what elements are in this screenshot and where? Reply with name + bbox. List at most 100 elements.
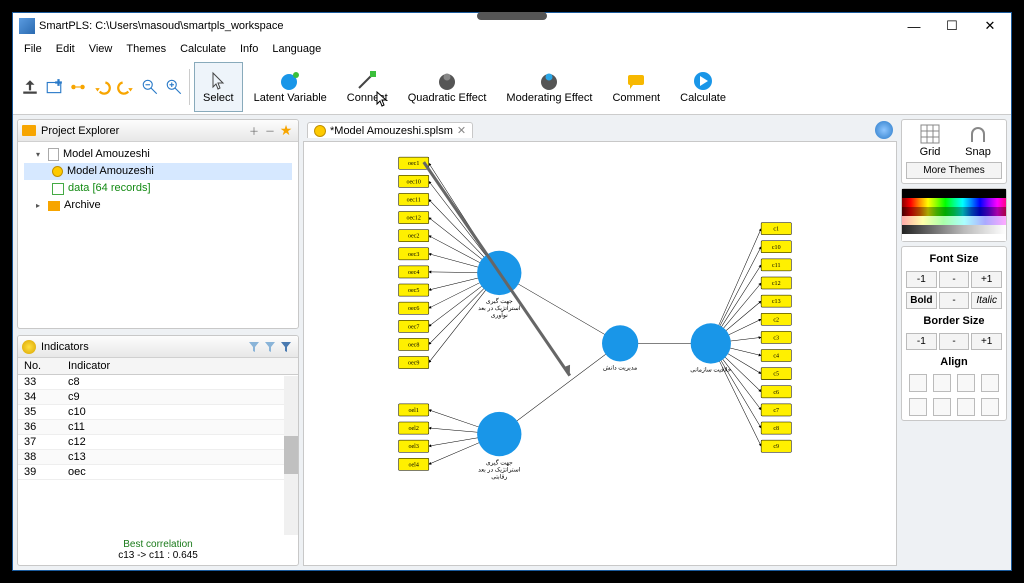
indicator-label: c9 (773, 444, 779, 450)
border-dec-button[interactable]: -1 (906, 333, 937, 350)
tool-moderating[interactable]: Moderating Effect (497, 62, 601, 112)
model-canvas[interactable]: جهت گیریاستراتژیک در بعدنوآوری جهت گیریا… (303, 141, 897, 566)
toolbar: Select Latent Variable Connect Quadratic… (13, 59, 1011, 115)
lv-mid[interactable] (602, 325, 638, 361)
italic-button[interactable]: Italic (971, 292, 1002, 309)
redo-icon[interactable] (115, 70, 137, 104)
align-6[interactable] (933, 398, 951, 416)
bold-button[interactable]: Bold (906, 292, 937, 309)
cursor-pointer-icon (375, 91, 391, 111)
lv-bottom[interactable] (477, 412, 521, 456)
indicator-label: oec3 (408, 252, 419, 258)
table-row[interactable]: 39oec (18, 465, 298, 480)
align-2[interactable] (933, 374, 951, 392)
font-dash-button[interactable]: - (939, 271, 970, 288)
menu-themes[interactable]: Themes (119, 41, 173, 57)
tool-quadratic[interactable]: Quadratic Effect (399, 62, 496, 112)
col-no[interactable]: No. (18, 358, 62, 375)
tree-data[interactable]: data [64 records] (24, 180, 292, 197)
scrollbar[interactable] (284, 376, 298, 535)
scroll-thumb[interactable] (284, 436, 298, 474)
border-dash-button[interactable]: - (939, 333, 970, 350)
table-row[interactable]: 35c10 (18, 405, 298, 420)
indicator-label: c10 (772, 245, 781, 251)
indicator-label: oec6 (408, 306, 419, 312)
indicator-label: oec8 (408, 342, 419, 348)
more-themes-button[interactable]: More Themes (906, 162, 1002, 179)
panel-add-button[interactable]: ＋ (246, 123, 262, 139)
align-3[interactable] (957, 374, 975, 392)
filter3-icon[interactable] (278, 339, 294, 355)
project-explorer-title: Project Explorer (41, 125, 119, 137)
lv-mid-label: مدیریت دانش (603, 365, 637, 372)
indicator-label: oel3 (408, 444, 418, 450)
zoom-out-icon[interactable] (139, 70, 161, 104)
indicator-label: c3 (773, 335, 779, 341)
model-tab[interactable]: *Model Amouzeshi.splsm ✕ (307, 122, 473, 138)
align-8[interactable] (981, 398, 999, 416)
link-icon[interactable] (67, 70, 89, 104)
menubar: File Edit View Themes Calculate Info Lan… (13, 39, 1011, 59)
font-inc-button[interactable]: +1 (971, 271, 1002, 288)
table-row[interactable]: 36c11 (18, 420, 298, 435)
tab-icon (314, 125, 326, 137)
filter2-icon[interactable] (262, 339, 278, 355)
lv-right-label: خلاقیت سازمانی (690, 367, 731, 374)
indicators-table: No. Indicator 33c834c935c1036c1137c1238c… (18, 358, 298, 480)
tool-connect[interactable]: Connect (338, 62, 397, 112)
align-7[interactable] (957, 398, 975, 416)
snap-button[interactable]: Snap (954, 124, 1002, 158)
table-row[interactable]: 33c8 (18, 375, 298, 390)
maximize-button[interactable]: ☐ (933, 13, 971, 39)
table-row[interactable]: 37c12 (18, 435, 298, 450)
new-icon[interactable] (43, 70, 65, 104)
project-explorer-panel: Project Explorer ＋ － ★ ▾Model Amouzeshi … (17, 119, 299, 329)
font-dash2-button[interactable]: - (939, 292, 970, 309)
tree-model[interactable]: Model Amouzeshi (24, 163, 292, 180)
indicators-title: Indicators (41, 341, 89, 353)
filter1-icon[interactable] (246, 339, 262, 355)
tool-comment[interactable]: Comment (603, 62, 669, 112)
bulb-icon (22, 340, 36, 354)
minimize-button[interactable]: — (895, 13, 933, 39)
undo-icon[interactable] (91, 70, 113, 104)
project-tree: ▾Model Amouzeshi Model Amouzeshi data [6… (18, 142, 298, 328)
menu-edit[interactable]: Edit (49, 41, 82, 57)
tab-close-icon[interactable]: ✕ (457, 124, 466, 137)
indicator-label: oel1 (408, 408, 418, 414)
folder-icon (22, 125, 36, 136)
zoom-in-icon[interactable] (163, 70, 185, 104)
window-title: SmartPLS: C:\Users\masoud\smartpls_works… (39, 20, 895, 32)
panel-minus-button[interactable]: － (262, 123, 278, 139)
table-row[interactable]: 38c13 (18, 450, 298, 465)
menu-language[interactable]: Language (265, 41, 328, 57)
menu-view[interactable]: View (82, 41, 120, 57)
align-1[interactable] (909, 374, 927, 392)
menu-calculate[interactable]: Calculate (173, 41, 233, 57)
color-palette[interactable] (902, 189, 1006, 241)
align-4[interactable] (981, 374, 999, 392)
border-inc-button[interactable]: +1 (971, 333, 1002, 350)
tab-strip: *Model Amouzeshi.splsm ✕ (303, 119, 897, 141)
tree-root[interactable]: ▾Model Amouzeshi (24, 146, 292, 163)
latent-icon (279, 70, 301, 92)
table-row[interactable]: 34c9 (18, 390, 298, 405)
save-icon[interactable] (19, 70, 41, 104)
indicator-label: c13 (772, 299, 781, 305)
menu-info[interactable]: Info (233, 41, 265, 57)
globe-icon[interactable] (875, 121, 893, 139)
lv-right[interactable] (691, 323, 731, 363)
tool-select[interactable]: Select (194, 62, 243, 112)
tool-calculate[interactable]: Calculate (671, 62, 735, 112)
app-icon (19, 18, 35, 34)
tool-latent-variable[interactable]: Latent Variable (245, 62, 336, 112)
font-dec-button[interactable]: -1 (906, 271, 937, 288)
close-button[interactable]: ✕ (971, 13, 1009, 39)
app-window: SmartPLS: C:\Users\masoud\smartpls_works… (12, 12, 1012, 571)
menu-file[interactable]: File (17, 41, 49, 57)
panel-star-button[interactable]: ★ (278, 123, 294, 139)
grid-button[interactable]: Grid (906, 124, 954, 158)
align-5[interactable] (909, 398, 927, 416)
tree-archive[interactable]: ▸Archive (24, 197, 292, 214)
col-indicator[interactable]: Indicator (62, 358, 284, 375)
